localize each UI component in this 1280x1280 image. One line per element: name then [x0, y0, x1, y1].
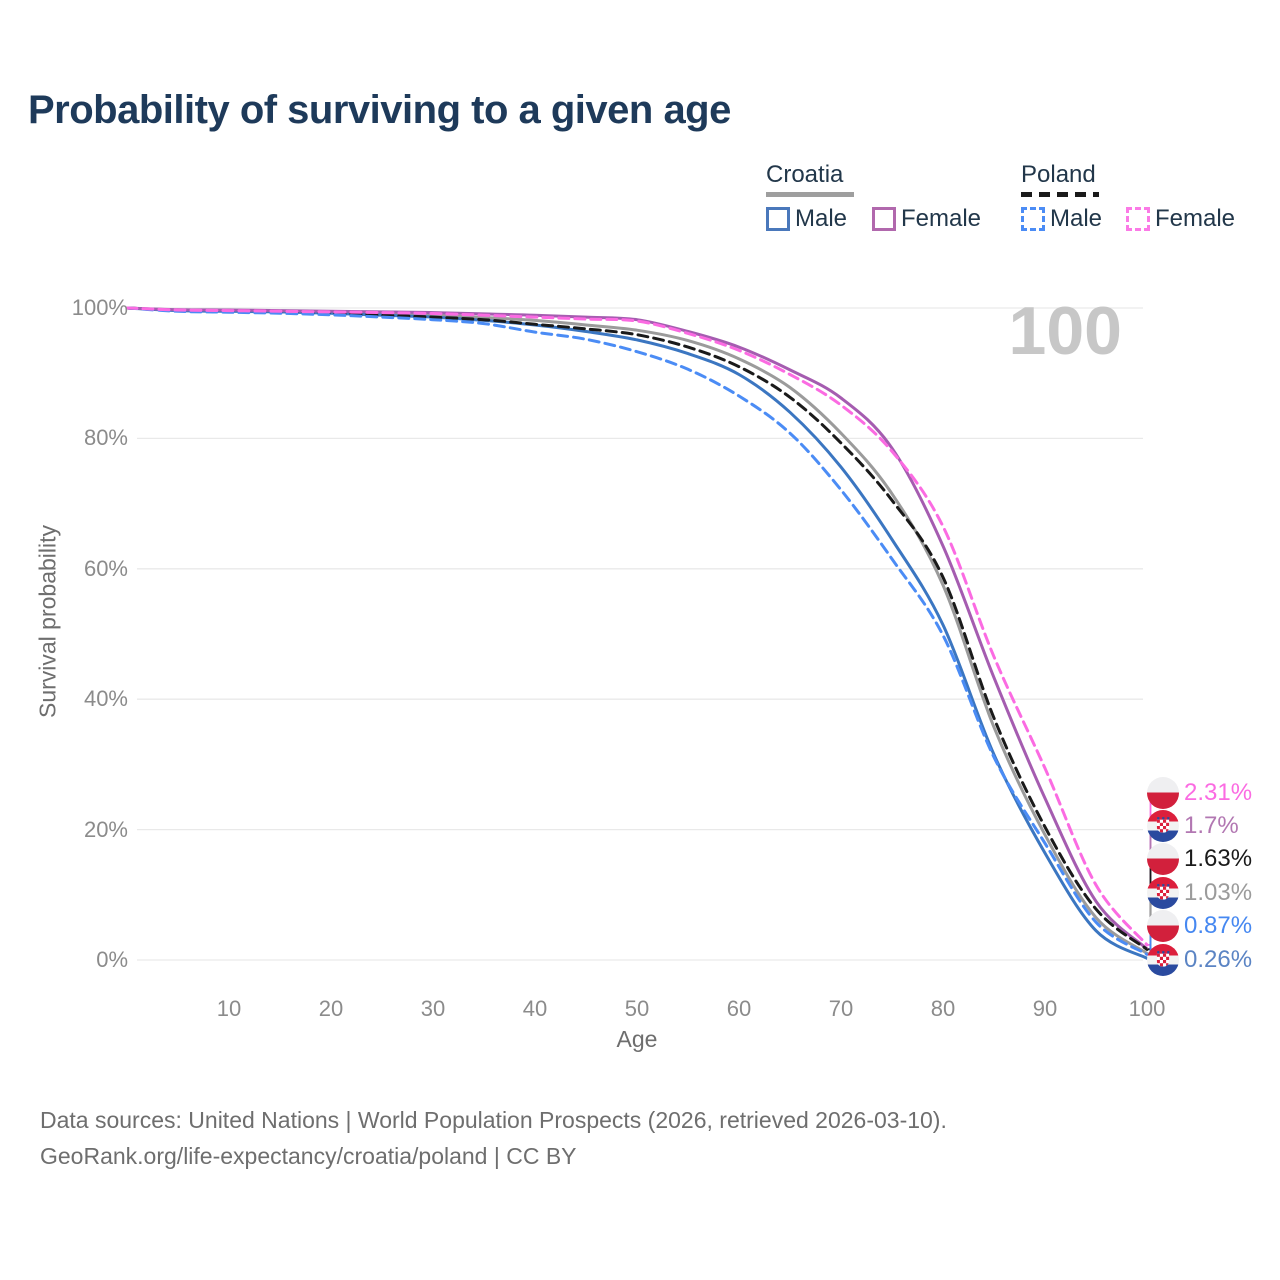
- end-label-value: 1.03%: [1184, 878, 1253, 906]
- poland-male-swatch-icon: [1021, 207, 1045, 231]
- y-tick-label: 20%: [83, 816, 128, 842]
- y-tick-label: 0%: [96, 947, 128, 972]
- legend-item-label: Female: [901, 205, 982, 232]
- poland-female-swatch-icon: [1126, 207, 1150, 231]
- end-label-value: 1.63%: [1184, 845, 1253, 873]
- croatia-male-swatch-icon: [766, 207, 790, 231]
- end-label-row[interactable]: 0.26%: [1147, 943, 1252, 976]
- x-tick-label: 10: [216, 996, 242, 1021]
- end-label-row[interactable]: 1.7%: [1147, 809, 1252, 842]
- legend-item-croatia-female[interactable]: Female: [872, 205, 981, 233]
- end-label-value: 1.7%: [1184, 812, 1239, 840]
- y-tick-label: 80%: [83, 425, 128, 451]
- survival-curve-croatia-both-sexes[interactable]: [125, 306, 1149, 955]
- survival-curve-croatia-male[interactable]: [125, 306, 1149, 960]
- x-tick-label: 80: [930, 996, 956, 1021]
- x-tick-label: 40: [522, 996, 548, 1021]
- survival-curve-poland-both-sexes[interactable]: [125, 306, 1149, 951]
- poland-flag-icon: [1147, 910, 1179, 942]
- legend-group-croatia: Croatia: [766, 161, 854, 197]
- x-axis-title: Age: [616, 1026, 658, 1052]
- x-tick-label: 90: [1032, 996, 1058, 1021]
- end-labels: 2.31% 1.7% 1.63% 1.03% 0.87% 0.26%: [1147, 776, 1252, 976]
- x-tick-label: 100: [1128, 996, 1166, 1021]
- end-label-row[interactable]: 1.63%: [1147, 843, 1252, 876]
- croatia-female-swatch-icon: [872, 207, 896, 231]
- x-tick-label: 20: [318, 996, 344, 1021]
- legend-poland-line-sample: [1021, 192, 1099, 197]
- y-tick-label: 60%: [83, 555, 128, 581]
- end-label-value: 0.26%: [1184, 945, 1253, 973]
- x-tick-label: 60: [726, 996, 752, 1021]
- x-tick-label: 70: [828, 996, 854, 1021]
- legend-croatia-line-sample: [766, 192, 854, 197]
- legend-group-poland: Poland: [1021, 161, 1099, 197]
- attribution-line[interactable]: GeoRank.org/life-expectancy/croatia/pola…: [40, 1143, 577, 1169]
- y-axis-title: Survival probability: [34, 524, 61, 719]
- end-label-value: 0.87%: [1184, 912, 1253, 940]
- end-label-row[interactable]: 1.03%: [1147, 876, 1252, 909]
- end-label-row[interactable]: 2.31%: [1147, 776, 1252, 809]
- data-sources-line: Data sources: United Nations | World Pop…: [40, 1107, 947, 1133]
- legend-item-poland-male[interactable]: Male: [1021, 205, 1102, 233]
- legend-croatia-title[interactable]: Croatia: [766, 161, 844, 188]
- survival-curve-croatia-female[interactable]: [125, 306, 1149, 951]
- x-tick-label: 50: [624, 996, 650, 1021]
- legend-item-label: Male: [795, 205, 848, 232]
- hover-age-watermark: 100: [1008, 293, 1122, 369]
- end-label-row[interactable]: 0.87%: [1147, 910, 1252, 943]
- poland-flag-icon: [1147, 777, 1179, 809]
- page-title: Probability of surviving to a given age: [28, 88, 731, 132]
- croatia-flag-icon: [1147, 810, 1179, 842]
- end-label-value: 2.31%: [1184, 778, 1253, 806]
- x-tick-label: 30: [420, 996, 446, 1021]
- survival-curve-poland-female[interactable]: [125, 306, 1149, 947]
- legend-item-label: Female: [1155, 205, 1236, 232]
- croatia-flag-icon: [1147, 877, 1179, 909]
- survival-curve-poland-male[interactable]: [125, 306, 1149, 956]
- legend-poland-title[interactable]: Poland: [1021, 161, 1096, 188]
- poland-flag-icon: [1147, 843, 1179, 875]
- legend-item-poland-female[interactable]: Female: [1126, 205, 1235, 233]
- legend-item-label: Male: [1050, 205, 1103, 232]
- y-tick-label: 40%: [83, 686, 128, 712]
- croatia-flag-icon: [1147, 944, 1179, 976]
- legend-item-croatia-male[interactable]: Male: [766, 205, 847, 233]
- y-tick-label: 100%: [71, 295, 128, 320]
